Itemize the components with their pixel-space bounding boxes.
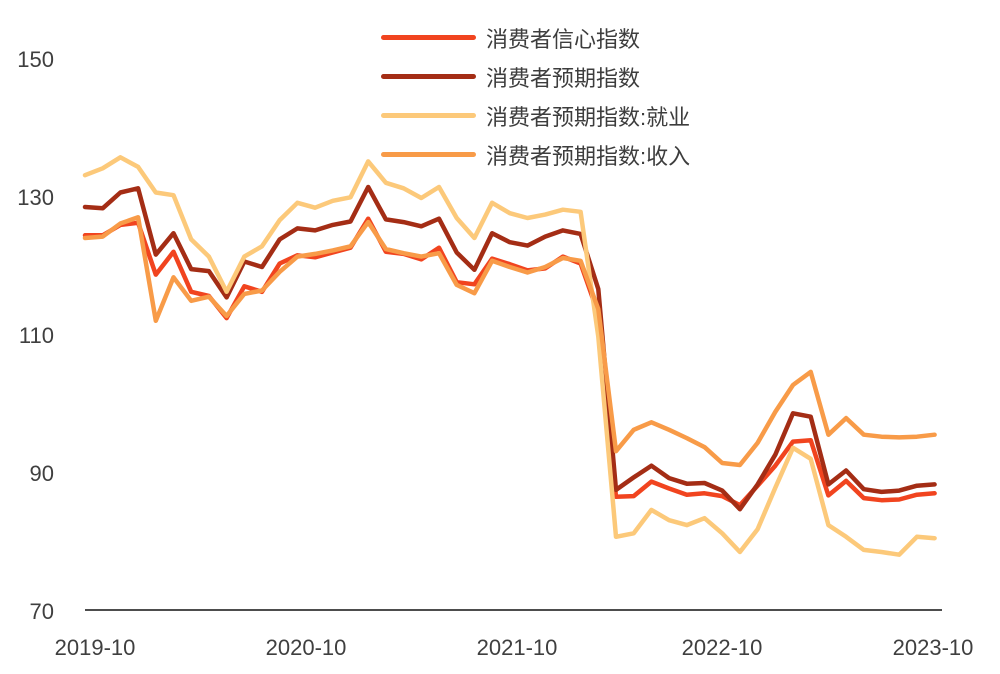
x-axis-label: 2019-10 (54, 635, 136, 660)
legend-label: 消费者信心指数 (486, 26, 641, 52)
x-axis-label: 2022-10 (681, 635, 763, 660)
series-line-expectations (82, 184, 937, 512)
legend-item-expectations: 消费者预期指数 (381, 61, 690, 92)
series-line-expectations-employment (82, 155, 937, 557)
series-line-expectations-income (82, 215, 937, 468)
x-axis-label: 2021-10 (476, 635, 558, 660)
legend-item-expectations-employment: 消费者预期指数:就业 (381, 100, 690, 131)
legend-swatch-income (381, 152, 476, 157)
legend-swatch-expectations (381, 74, 476, 79)
x-axis-label: 2023-10 (892, 635, 974, 660)
y-axis-label: 110 (18, 323, 54, 348)
y-axis-label: 90 (29, 461, 54, 486)
legend-swatch-employment (381, 113, 476, 118)
x-axis-line (85, 609, 942, 611)
legend-label: 消费者预期指数:就业 (486, 104, 691, 130)
y-axis-label: 150 (17, 47, 54, 72)
legend-item-expectations-income: 消费者预期指数:收入 (381, 139, 690, 170)
legend: 消费者信心指数 消费者预期指数 消费者预期指数:就业 消费者预期指数:收入 (381, 22, 690, 178)
legend-swatch-confidence (381, 35, 476, 40)
x-axis-label: 2020-10 (265, 635, 347, 660)
legend-label: 消费者预期指数 (486, 65, 641, 91)
y-axis-label: 130 (17, 185, 54, 210)
legend-item-confidence: 消费者信心指数 (381, 22, 690, 53)
y-axis-label: 70 (29, 599, 54, 624)
legend-label: 消费者预期指数:收入 (486, 143, 691, 169)
